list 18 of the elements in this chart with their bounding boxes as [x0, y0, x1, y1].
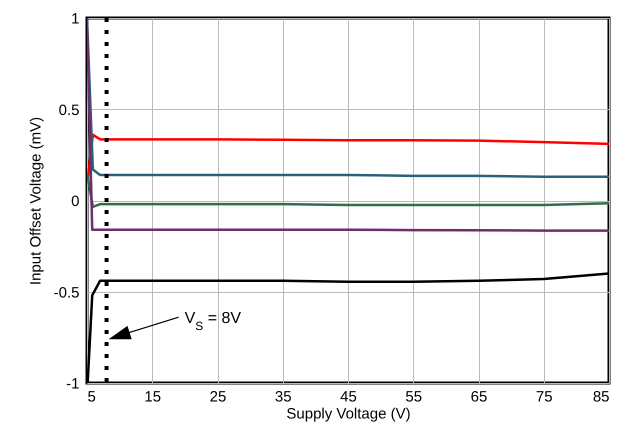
x-tick-label: 5: [88, 388, 96, 406]
x-tick-label: 65: [470, 388, 488, 406]
x-tick-label: 35: [274, 388, 292, 406]
y-axis-title: Input Offset Voltage (mV): [28, 116, 45, 286]
x-tick-label: 15: [144, 388, 162, 406]
x-tick-label: 55: [405, 388, 422, 406]
x-tick-label: 45: [340, 388, 357, 406]
x-tick-label: 85: [592, 388, 610, 406]
annotation: V$_{S}$ = 8V: [184, 310, 242, 334]
x-tick-label: 75: [536, 388, 553, 406]
x-axis-title: Supply Voltage (V): [286, 406, 411, 422]
x-tick-label: 25: [210, 388, 226, 406]
line-series: [87, 172, 609, 208]
y-tick-label: -0.5: [54, 284, 80, 302]
y-tick-label: 0.5: [58, 102, 80, 119]
y-tick-label: -1: [66, 376, 80, 392]
y-tick-label: 0: [71, 193, 80, 210]
y-tick-label: 1: [71, 10, 80, 28]
